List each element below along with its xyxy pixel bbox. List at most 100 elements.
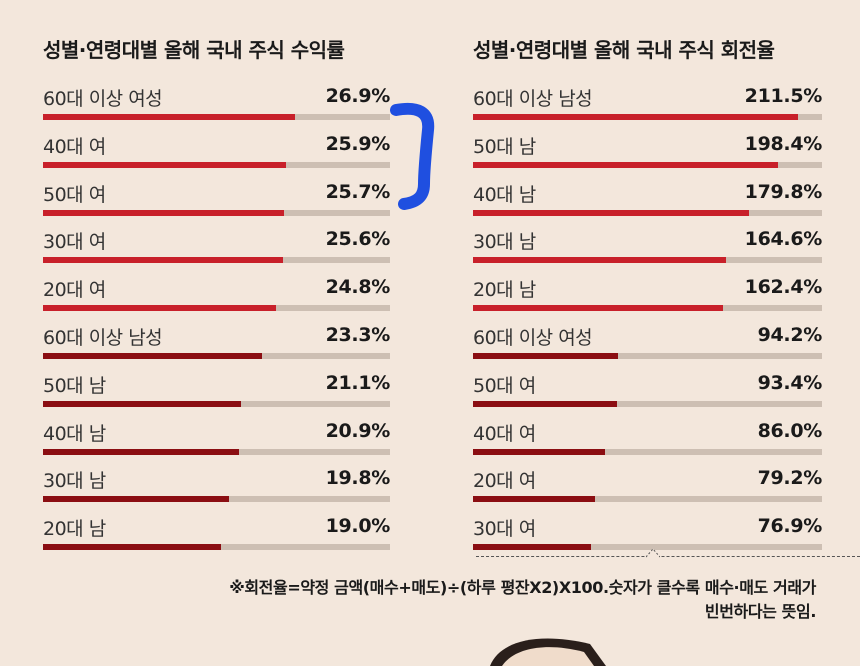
category-label: 50대 여 <box>473 374 536 397</box>
category-label: 40대 여 <box>43 135 106 158</box>
bar-track <box>473 257 822 264</box>
bar-track <box>473 544 822 551</box>
bar <box>473 114 799 120</box>
bar <box>43 257 284 264</box>
category-label: 60대 이상 여성 <box>43 88 163 110</box>
bar-track <box>43 353 390 359</box>
category-label: 20대 여 <box>473 470 536 493</box>
bar-track <box>43 448 390 455</box>
category-label: 50대 남 <box>473 135 536 158</box>
value-label: 93.4% <box>757 371 823 394</box>
value-label: 76.9% <box>757 515 823 538</box>
value-label: 20.9% <box>325 419 391 442</box>
footnote-notch <box>646 548 660 558</box>
bar-row: 20대 남 19.0% <box>43 514 390 560</box>
value-label: 24.8% <box>325 276 391 299</box>
category-label: 40대 남 <box>43 422 106 445</box>
bar-row: 50대 여 25.7% <box>43 180 390 226</box>
bar-track <box>43 209 390 216</box>
bar-track <box>473 209 822 216</box>
bar <box>473 257 727 264</box>
footnote-divider <box>476 556 860 557</box>
handwritten-bracket-annotation <box>390 102 435 210</box>
value-label: 25.9% <box>325 132 391 155</box>
bar-row: 30대 여 76.9% <box>473 514 822 560</box>
bar-track <box>473 400 822 407</box>
value-label: 25.7% <box>325 180 391 203</box>
category-label: 20대 여 <box>43 279 106 302</box>
bar <box>473 161 779 168</box>
category-label: 40대 남 <box>473 183 536 206</box>
bar-track <box>43 496 390 503</box>
returns-chart-title: 성별·연령대별 올해 국내 주식 수익률 <box>43 38 345 62</box>
bar-row: 60대 이상 남성 23.3% <box>43 323 390 369</box>
category-label: 60대 이상 남성 <box>43 327 163 349</box>
bar-row: 60대 이상 여성 94.2% <box>473 323 822 369</box>
bar <box>43 161 286 168</box>
value-label: 26.9% <box>325 85 391 107</box>
bar <box>43 448 239 455</box>
value-label: 179.8% <box>744 180 823 203</box>
cropped-photo-edge <box>490 638 606 666</box>
bar-row: 60대 이상 여성 26.9% <box>43 84 390 130</box>
category-label: 40대 여 <box>473 422 536 445</box>
bar <box>473 544 592 551</box>
bar-row: 60대 이상 남성 211.5% <box>473 84 822 130</box>
bar <box>473 448 606 455</box>
bar-row: 40대 여 86.0% <box>473 419 822 465</box>
bar-track <box>473 353 822 359</box>
value-label: 164.6% <box>744 228 823 251</box>
bar-row: 20대 여 79.2% <box>473 466 822 512</box>
bar-track <box>43 114 390 120</box>
value-label: 198.4% <box>744 132 823 155</box>
category-label: 50대 여 <box>43 183 106 206</box>
category-label: 50대 남 <box>43 374 106 397</box>
value-label: 19.0% <box>325 515 391 538</box>
bar-track <box>473 496 822 503</box>
value-label: 19.8% <box>325 467 391 490</box>
category-label: 30대 남 <box>473 231 536 254</box>
bar <box>43 305 276 312</box>
bar-row: 30대 여 25.6% <box>43 227 390 273</box>
value-label: 21.1% <box>325 371 391 394</box>
turnover-chart-title: 성별·연령대별 올해 국내 주식 회전율 <box>473 38 775 62</box>
footnote-line-2: 빈번하다는 뜻임. <box>704 602 816 621</box>
bar-track <box>473 305 822 312</box>
footnote: ※회전율=약정 금액(매수+매도)÷(하루 평잔X2)X100.숫자가 클수록 … <box>96 576 816 624</box>
bar-row: 50대 여 93.4% <box>473 371 822 417</box>
bar-row: 50대 남 21.1% <box>43 371 390 417</box>
bar-track <box>473 114 822 120</box>
bar-track <box>43 161 390 168</box>
bar <box>43 544 222 551</box>
value-label: 79.2% <box>757 467 823 490</box>
bar-row: 50대 남 198.4% <box>473 132 822 178</box>
bar <box>473 496 595 503</box>
bar-track <box>473 448 822 455</box>
bar-track <box>43 305 390 312</box>
bar-row: 20대 여 24.8% <box>43 275 390 321</box>
bar <box>43 209 285 216</box>
category-label: 60대 이상 여성 <box>473 327 593 349</box>
value-label: 25.6% <box>325 228 391 251</box>
bar <box>43 400 241 407</box>
bar <box>473 400 617 407</box>
bar <box>473 305 723 312</box>
bar-track <box>43 257 390 264</box>
bar-track <box>43 400 390 407</box>
value-label: 211.5% <box>744 85 823 107</box>
bar-row: 20대 남 162.4% <box>473 275 822 321</box>
value-label: 86.0% <box>757 419 823 442</box>
category-label: 30대 남 <box>43 470 106 493</box>
value-label: 23.3% <box>325 324 391 346</box>
bar-row: 30대 남 19.8% <box>43 466 390 512</box>
bar-row: 40대 남 179.8% <box>473 180 822 226</box>
value-label: 94.2% <box>757 324 823 346</box>
footnote-line-1: ※회전율=약정 금액(매수+매도)÷(하루 평잔X2)X100.숫자가 클수록 … <box>229 578 816 597</box>
bar-track <box>43 544 390 551</box>
category-label: 60대 이상 남성 <box>473 88 593 110</box>
bar <box>43 114 296 120</box>
value-label: 162.4% <box>744 276 823 299</box>
category-label: 20대 남 <box>43 518 106 541</box>
bar <box>473 353 618 359</box>
bar <box>473 209 750 216</box>
